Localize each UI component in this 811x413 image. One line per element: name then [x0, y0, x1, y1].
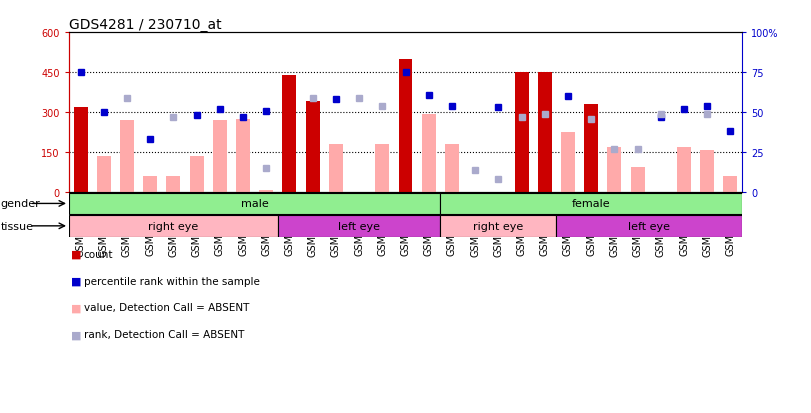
Bar — [74, 107, 88, 193]
Bar — [515, 73, 529, 193]
Text: ■: ■ — [71, 303, 81, 313]
Bar — [144, 177, 157, 193]
Text: count: count — [84, 249, 113, 259]
Bar — [375, 145, 389, 193]
Bar — [445, 145, 459, 193]
Text: ■: ■ — [71, 276, 81, 286]
Text: tissue: tissue — [1, 221, 34, 231]
Bar — [236, 119, 250, 193]
Bar — [700, 150, 714, 193]
Bar — [723, 177, 737, 193]
Bar — [97, 157, 111, 193]
Bar — [607, 147, 621, 193]
Bar — [260, 190, 273, 193]
Bar — [212, 121, 227, 193]
Bar — [329, 145, 343, 193]
Text: percentile rank within the sample: percentile rank within the sample — [84, 276, 260, 286]
Bar — [278, 216, 440, 237]
Text: ■: ■ — [71, 249, 81, 259]
Text: rank, Detection Call = ABSENT: rank, Detection Call = ABSENT — [84, 330, 244, 339]
Bar — [584, 105, 599, 193]
Text: right eye: right eye — [474, 221, 523, 231]
Bar — [631, 167, 645, 193]
Text: left eye: left eye — [629, 221, 670, 231]
Text: value, Detection Call = ABSENT: value, Detection Call = ABSENT — [84, 303, 249, 313]
Bar — [120, 121, 134, 193]
Bar — [677, 147, 691, 193]
Bar — [440, 193, 742, 215]
Bar — [306, 102, 320, 193]
Bar — [69, 216, 278, 237]
Text: male: male — [241, 199, 268, 209]
Bar — [398, 59, 413, 193]
Bar — [440, 216, 556, 237]
Bar — [190, 157, 204, 193]
Text: ■: ■ — [71, 330, 81, 339]
Bar — [422, 114, 436, 193]
Bar — [561, 133, 575, 193]
Bar — [166, 177, 180, 193]
Text: right eye: right eye — [148, 221, 199, 231]
Text: GDS4281 / 230710_at: GDS4281 / 230710_at — [69, 18, 221, 32]
Bar — [69, 193, 440, 215]
Bar — [538, 73, 551, 193]
Bar — [282, 76, 296, 193]
Text: female: female — [572, 199, 611, 209]
Text: gender: gender — [1, 199, 41, 209]
Text: left eye: left eye — [338, 221, 380, 231]
Bar — [556, 216, 742, 237]
